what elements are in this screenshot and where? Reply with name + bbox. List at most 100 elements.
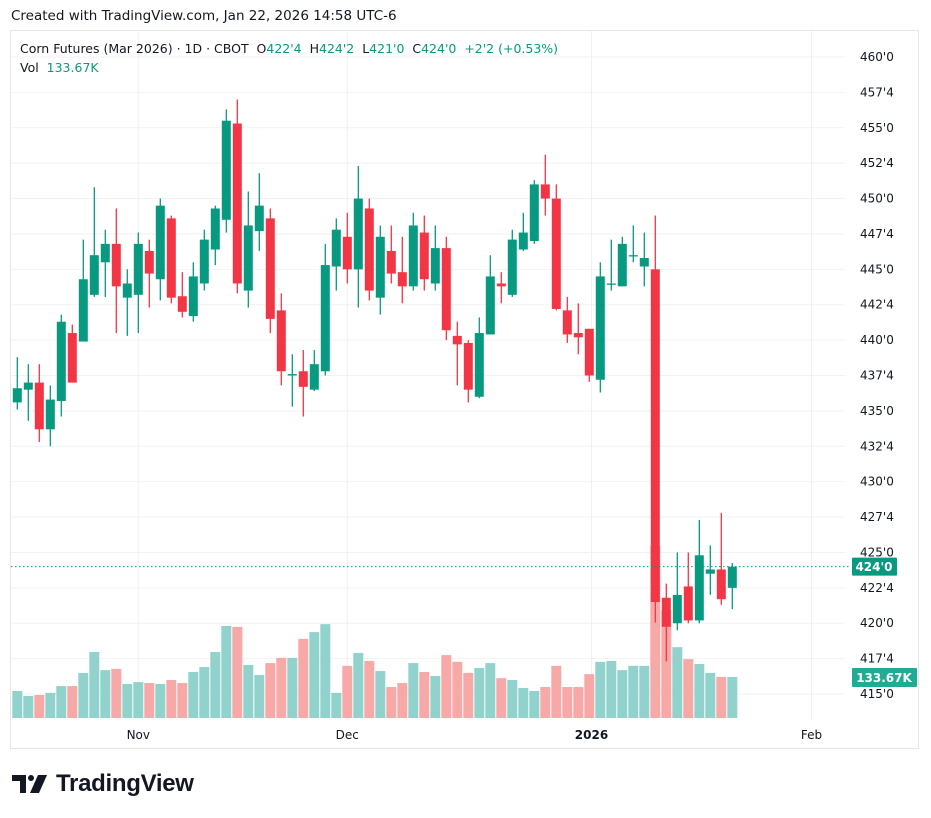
volume-bar xyxy=(287,657,298,718)
volume-bar xyxy=(441,655,452,718)
candle xyxy=(45,385,55,447)
volume-bar xyxy=(188,671,199,718)
candle xyxy=(254,173,264,251)
chart-frame[interactable] xyxy=(10,30,919,749)
volume-bar xyxy=(496,678,507,718)
volume-bar xyxy=(507,679,518,718)
candle xyxy=(551,184,561,311)
candle xyxy=(573,303,583,355)
volume-bar xyxy=(606,660,617,718)
volume-bar xyxy=(100,670,111,718)
volume-bar xyxy=(452,661,463,718)
candle-body xyxy=(342,236,352,270)
volume-bar xyxy=(584,674,595,718)
price-tick-label: 435'0 xyxy=(860,404,894,418)
candle-body xyxy=(133,243,143,295)
candle xyxy=(122,269,132,336)
low-value: 421'0 xyxy=(369,41,405,56)
candle-body xyxy=(595,276,605,380)
price-tick-label: 445'0 xyxy=(860,262,894,276)
low-label: L xyxy=(362,41,370,56)
candle xyxy=(298,350,308,417)
volume-bar xyxy=(254,675,265,718)
price-tick-label: 447'4 xyxy=(860,227,894,241)
candle xyxy=(540,154,550,216)
price-tick-label: 452'4 xyxy=(860,156,894,170)
candle xyxy=(375,225,385,315)
candle xyxy=(210,205,220,266)
candle xyxy=(496,272,506,304)
candle xyxy=(595,262,605,393)
candle xyxy=(727,563,737,610)
candle xyxy=(452,321,462,386)
volume-bar xyxy=(309,632,320,718)
candle xyxy=(364,198,374,301)
close-label: C xyxy=(412,41,422,56)
volume-bar xyxy=(551,665,562,718)
candle xyxy=(23,364,33,421)
candle xyxy=(34,364,44,443)
candle-body xyxy=(463,342,473,390)
price-tick-label: 457'4 xyxy=(860,85,894,99)
candle xyxy=(100,229,110,297)
candle xyxy=(672,552,682,631)
candle xyxy=(441,236,451,341)
chart-legend: Corn Futures (Mar 2026) · 1D · CBOT O422… xyxy=(20,39,558,77)
candle xyxy=(56,314,66,417)
candle xyxy=(166,215,176,304)
candle-body xyxy=(694,555,704,621)
candle-body xyxy=(254,205,264,232)
candle xyxy=(463,340,473,403)
candle-body xyxy=(353,198,363,270)
candle xyxy=(287,354,297,407)
candle xyxy=(650,215,660,623)
price-tick-label: 440'0 xyxy=(860,333,894,347)
volume-bar xyxy=(694,664,705,718)
candle-body xyxy=(441,248,451,331)
candle xyxy=(397,236,407,304)
open-value: 422'4 xyxy=(266,41,302,56)
candle-body xyxy=(265,218,275,319)
high-label: H xyxy=(309,41,319,56)
symbol-title[interactable]: Corn Futures (Mar 2026) · 1D · CBOT xyxy=(20,41,249,56)
candle xyxy=(309,350,319,392)
volume-bar xyxy=(353,652,364,718)
candle xyxy=(89,187,99,297)
candle-body xyxy=(375,236,385,298)
candle-body xyxy=(232,123,242,284)
candle-body xyxy=(540,184,550,199)
candle-body xyxy=(177,296,187,312)
candle-body xyxy=(320,265,330,372)
time-tick-label: Feb xyxy=(801,728,822,742)
candle-body xyxy=(298,371,308,387)
candle-body xyxy=(67,333,77,383)
candle xyxy=(518,212,528,251)
candle xyxy=(155,198,165,301)
volume-bar xyxy=(342,665,353,718)
volume-bar xyxy=(199,667,210,718)
volume-bar xyxy=(276,657,287,718)
candle xyxy=(133,232,143,334)
tradingview-logo[interactable]: TradingView xyxy=(12,770,194,798)
volume-bar xyxy=(485,663,496,718)
created-with-caption: Created with TradingView.com, Jan 22, 20… xyxy=(11,8,397,24)
volume-label: Vol xyxy=(20,60,39,75)
volume-bar xyxy=(320,624,331,718)
price-tick-label: 460'0 xyxy=(860,50,894,64)
time-tick-label: Nov xyxy=(127,728,150,742)
candle-body xyxy=(672,594,682,624)
volume-bar xyxy=(474,668,485,718)
volume-bar xyxy=(529,691,540,718)
volume-bar xyxy=(518,687,529,718)
candle xyxy=(199,229,209,291)
volume-bar xyxy=(45,692,56,718)
candle-body xyxy=(518,232,528,250)
price-tick-label: 450'0 xyxy=(860,192,894,206)
candle xyxy=(386,225,396,284)
candle-body xyxy=(727,566,737,588)
volume-bar xyxy=(430,675,441,718)
candle-body xyxy=(56,321,66,401)
candle-body xyxy=(199,239,209,284)
candle-body xyxy=(78,279,88,342)
